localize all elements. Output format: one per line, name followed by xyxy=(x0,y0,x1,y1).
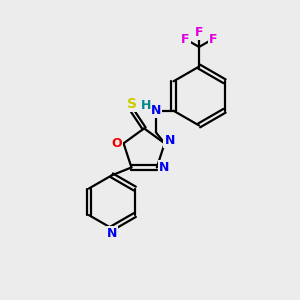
Text: N: N xyxy=(164,134,175,147)
Text: F: F xyxy=(208,33,217,46)
Text: N: N xyxy=(158,161,169,174)
Text: N: N xyxy=(151,104,161,117)
Text: O: O xyxy=(111,137,122,150)
Text: S: S xyxy=(128,97,137,111)
Text: F: F xyxy=(181,33,190,46)
Text: F: F xyxy=(195,26,203,39)
Text: H: H xyxy=(141,99,151,112)
Text: N: N xyxy=(106,227,117,240)
